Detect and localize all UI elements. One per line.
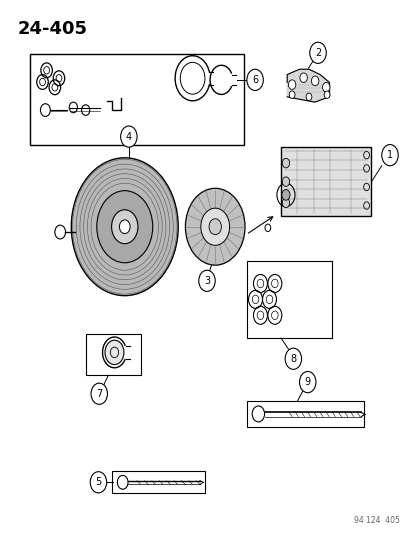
Text: 4: 4	[126, 132, 132, 142]
Circle shape	[288, 80, 295, 90]
Circle shape	[282, 158, 289, 168]
Text: 8: 8	[290, 354, 296, 364]
Text: 2: 2	[314, 48, 320, 58]
Circle shape	[120, 126, 137, 147]
Circle shape	[90, 472, 107, 493]
Circle shape	[299, 73, 306, 83]
Circle shape	[282, 177, 289, 187]
Circle shape	[97, 191, 152, 263]
Circle shape	[323, 91, 329, 99]
Circle shape	[105, 340, 123, 365]
Text: 7: 7	[96, 389, 102, 399]
Bar	[30, 54, 243, 144]
Circle shape	[311, 76, 318, 86]
Circle shape	[309, 42, 325, 63]
Ellipse shape	[209, 219, 221, 235]
Circle shape	[281, 190, 290, 200]
Circle shape	[252, 295, 258, 304]
Bar	[280, 147, 370, 216]
Bar	[112, 471, 204, 494]
Polygon shape	[287, 69, 329, 102]
Text: 1: 1	[386, 150, 392, 160]
Circle shape	[198, 270, 215, 292]
Text: 5: 5	[95, 477, 101, 487]
Bar	[112, 179, 147, 237]
Text: 9: 9	[304, 377, 310, 387]
Text: 24-405: 24-405	[18, 20, 88, 38]
Circle shape	[299, 372, 315, 393]
Circle shape	[264, 224, 270, 231]
Circle shape	[285, 348, 301, 369]
Circle shape	[305, 93, 311, 101]
Circle shape	[246, 69, 263, 91]
Text: 94 124  405: 94 124 405	[354, 516, 399, 525]
Circle shape	[322, 83, 329, 92]
Circle shape	[266, 295, 272, 304]
Ellipse shape	[200, 208, 229, 245]
Circle shape	[289, 91, 294, 99]
Bar	[85, 334, 141, 375]
Circle shape	[282, 198, 289, 208]
Circle shape	[91, 383, 107, 405]
Circle shape	[112, 210, 138, 244]
Circle shape	[381, 144, 397, 166]
Circle shape	[71, 158, 178, 296]
Circle shape	[256, 311, 263, 319]
Bar	[247, 401, 363, 426]
Bar	[247, 261, 331, 338]
Circle shape	[271, 279, 278, 288]
Circle shape	[271, 311, 278, 319]
Circle shape	[119, 220, 130, 233]
Text: 3: 3	[204, 276, 209, 286]
Ellipse shape	[185, 188, 244, 265]
Text: 6: 6	[252, 75, 258, 85]
Circle shape	[256, 279, 263, 288]
